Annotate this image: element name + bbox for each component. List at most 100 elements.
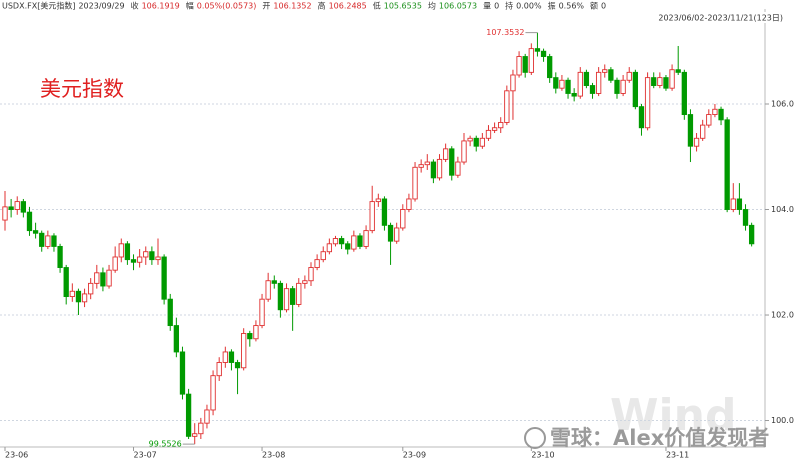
candle-body: [51, 235, 57, 247]
candle-body: [118, 243, 124, 258]
candle-body: [498, 122, 504, 129]
candle-body: [577, 71, 583, 97]
candle-body: [45, 235, 51, 247]
candle-body: [179, 351, 186, 395]
header-value: 106.2485: [329, 2, 367, 11]
header-label: 低: [373, 1, 381, 11]
header-label: 量: [483, 2, 491, 11]
candle-body: [308, 267, 314, 282]
header-label: 振: [548, 1, 556, 11]
candle-body: [657, 77, 663, 86]
candle-body: [461, 140, 467, 163]
candle-body: [571, 93, 577, 97]
candle-body: [265, 280, 271, 300]
candle-body: [185, 393, 192, 437]
candle-body: [400, 209, 406, 229]
x-tick-label: 23-09: [403, 451, 426, 460]
candle-body: [14, 201, 20, 210]
candle-body: [75, 290, 82, 303]
candle-body: [63, 267, 69, 298]
candle-body: [94, 272, 100, 284]
candle-body: [608, 69, 614, 81]
candle-body: [277, 282, 284, 311]
candle-body: [296, 282, 302, 305]
candle-body: [210, 375, 216, 411]
candle-body: [192, 433, 198, 437]
candle-body: [32, 230, 39, 234]
candle-body: [406, 198, 412, 210]
y-tick-label: 104.0: [771, 205, 794, 214]
header-label: 收: [131, 1, 139, 11]
range-box: [676, 12, 785, 23]
candle-body: [651, 77, 657, 86]
candle-body: [436, 158, 443, 179]
candle-body: [565, 79, 571, 94]
candle-body: [418, 164, 424, 168]
y-tick-label: 106.0: [771, 100, 794, 109]
candle-body: [614, 79, 620, 94]
candle-body: [424, 161, 430, 166]
candle-body: [381, 198, 388, 226]
watermark: 雪球：Alex价值发现者: [550, 426, 769, 450]
candle-body: [222, 351, 228, 363]
candle-body: [736, 198, 743, 210]
candle-body: [173, 325, 180, 353]
candle-body: [449, 148, 455, 176]
candle-body: [632, 71, 639, 108]
header-label: 额: [590, 1, 598, 11]
candle-body: [167, 298, 173, 327]
candle-body: [241, 333, 247, 369]
candle-body: [724, 119, 730, 210]
candle-body: [106, 269, 112, 287]
candle-body: [332, 238, 339, 245]
candle-body: [479, 137, 486, 147]
candle-body: [394, 227, 400, 242]
candle-body: [124, 243, 131, 261]
annotation: 99.5526: [149, 440, 182, 449]
candle-body: [363, 230, 369, 247]
candle-body: [20, 201, 27, 213]
candle-body: [271, 280, 277, 284]
candle-body: [510, 74, 516, 92]
candle-body: [112, 256, 118, 271]
watermark-icon: [524, 427, 546, 449]
candle-body: [638, 106, 645, 129]
candle-body: [687, 114, 694, 147]
y-tick-label: 100.0: [771, 416, 794, 425]
candle-body: [748, 224, 755, 245]
header-value: 106.0573: [439, 2, 477, 11]
header-value: 106.1919: [142, 2, 180, 11]
header-value: 105.6535: [384, 2, 422, 11]
candle-body: [283, 288, 290, 311]
candle-body: [412, 166, 418, 200]
candle-body: [259, 298, 265, 327]
candle-body: [473, 137, 479, 147]
header-value: 0.05%(0.0573): [197, 2, 257, 11]
candle-body: [485, 129, 492, 139]
candle-body: [644, 77, 651, 129]
candle-body: [320, 251, 326, 261]
candle-body: [455, 161, 461, 176]
candle-body: [430, 161, 437, 179]
candle-body: [626, 71, 632, 81]
watermark-logo: Wind: [610, 390, 736, 441]
candle-body: [130, 259, 137, 263]
candle-body: [620, 79, 626, 94]
candle-body: [136, 256, 143, 263]
header-value: 0.00%: [516, 2, 542, 11]
candle-body: [369, 201, 375, 232]
candle-body: [442, 148, 449, 160]
candle-body: [228, 351, 235, 363]
x-tick-label: 23-06: [5, 451, 28, 460]
header-label: USDX.FX[美元指数]: [2, 1, 75, 11]
candle-body: [467, 137, 473, 142]
candle-body: [387, 224, 394, 242]
candle-body: [681, 71, 687, 116]
candle-body: [204, 409, 210, 424]
candle-body: [326, 243, 333, 253]
header-label: 高: [318, 1, 326, 11]
candle-body: [314, 259, 320, 268]
range-label: 2023/06/02-2023/11/21(123日): [658, 14, 783, 23]
candle-body: [522, 56, 528, 73]
